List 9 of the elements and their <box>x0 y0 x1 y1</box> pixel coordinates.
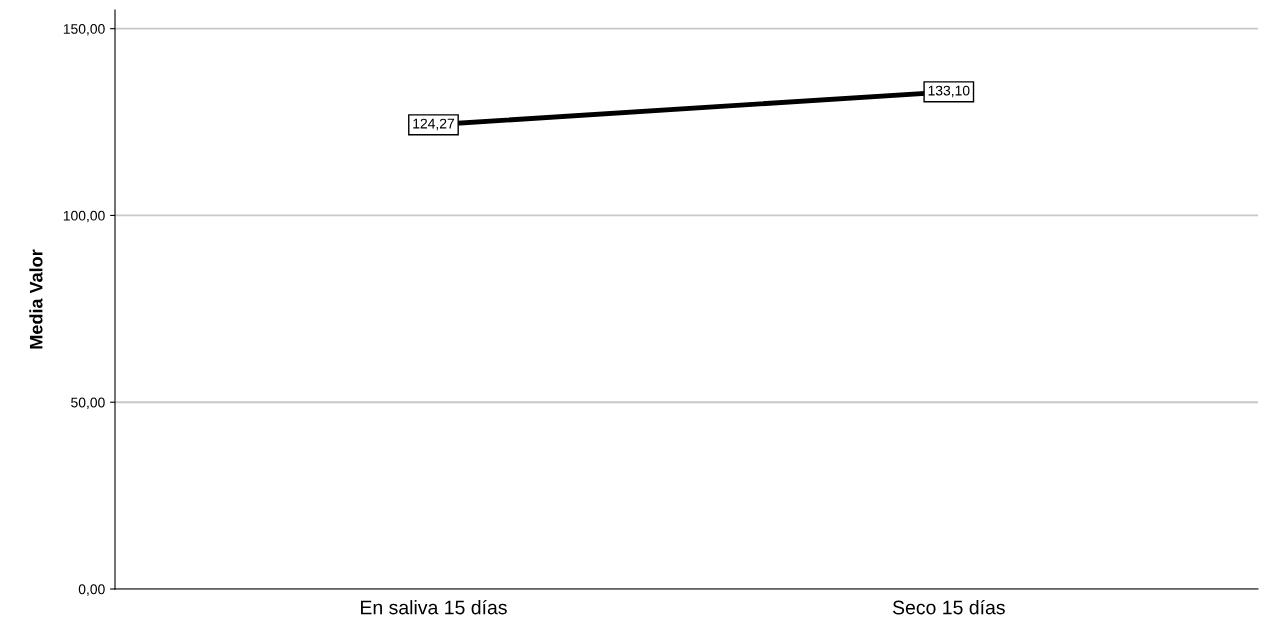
y-tick-label: 50,00 <box>71 397 105 410</box>
data-label: 133,10 <box>928 85 970 98</box>
x-tick-label: Seco 15 días <box>892 599 1005 615</box>
x-tick-label: En saliva 15 días <box>361 599 507 615</box>
y-tick-label: 100,00 <box>63 210 105 223</box>
y-tick-label: 150,00 <box>63 24 105 36</box>
y-tick-label: 0,00 <box>78 584 105 596</box>
y-axis-title: Media Valor <box>29 249 43 349</box>
data-label: 124,27 <box>413 118 455 131</box>
